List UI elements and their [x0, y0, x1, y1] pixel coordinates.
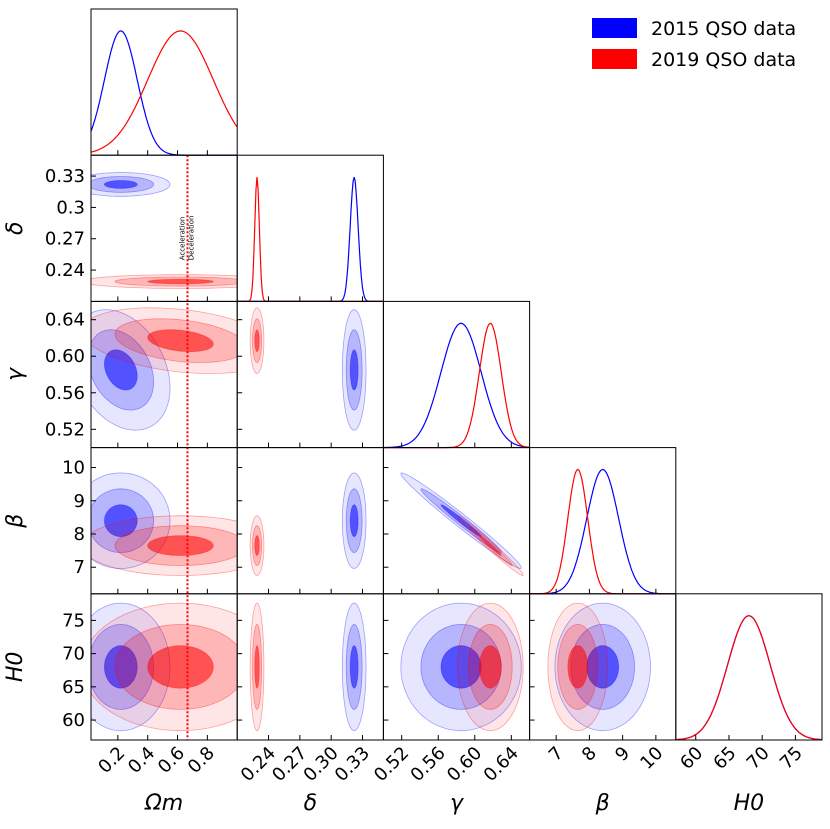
y-tick-label: 0.60 [45, 346, 85, 367]
panel-frame [90, 8, 238, 156]
y-tick-label: 10 [62, 458, 85, 479]
contour-2015 [103, 349, 138, 391]
x-axis-label-delta: δ [304, 791, 317, 816]
x-tick-label: 0.56 [407, 743, 450, 786]
panel-frame [675, 593, 823, 741]
y-tick-label: 0.52 [45, 419, 85, 440]
panel-gamma-beta [400, 472, 524, 576]
contour-2019 [567, 645, 589, 689]
contour-layer [91, 172, 651, 732]
panel-beta-h0 [547, 602, 651, 732]
reference-label-acceleration: Acceleration [179, 217, 187, 261]
x-tick-label: 7 [545, 743, 568, 766]
contour-2015 [103, 180, 138, 189]
contour-2019 [147, 329, 214, 353]
marginal-delta-2015 [237, 176, 384, 302]
label-layer: Acceleration Deceleration 0.20.40.60.8Ωm 0.… [3, 166, 807, 816]
y-tick-label: 70 [62, 644, 85, 665]
marginal-beta-2019 [529, 468, 676, 595]
x-tick-label: 0.8 [184, 743, 219, 778]
x-tick-label: 0.2 [94, 743, 129, 778]
contour-2015 [440, 645, 482, 689]
reference-label-deceleration: Deceleration [188, 216, 196, 261]
y-axis-label-beta: β [3, 514, 28, 529]
contour-2019 [254, 535, 260, 557]
marginal-gamma-2019 [383, 322, 530, 449]
panel-om-gamma [91, 307, 238, 431]
panel-om-delta [91, 172, 238, 289]
marginal-beta-2015 [529, 468, 676, 595]
x-tick-label: 9 [611, 743, 634, 766]
x-tick-label: 8 [578, 743, 601, 766]
x-axis-label-beta: β [595, 791, 610, 816]
x-tick-label: 0.64 [480, 743, 523, 786]
contour-2015 [440, 504, 482, 537]
contour-2015 [103, 504, 138, 537]
marginal-om-2019 [90, 30, 238, 153]
contour-2019 [478, 645, 502, 689]
legend-label-2019: 2019 QSO data [651, 49, 796, 71]
contour-2015 [349, 645, 359, 689]
x-axis-label-h0: H0 [734, 791, 765, 816]
y-tick-label: 60 [62, 710, 85, 731]
marginal-gamma-2015 [383, 322, 530, 449]
y-tick-label: 75 [62, 610, 85, 631]
y-tick-label: 0.33 [45, 166, 85, 187]
contour-2019 [254, 645, 260, 689]
y-tick-label: 8 [74, 524, 85, 545]
x-tick-label: 0.4 [124, 743, 159, 778]
y-tick-label: 0.3 [56, 197, 85, 218]
y-axis-label-delta: δ [3, 222, 28, 235]
x-tick-label: 0.6 [154, 743, 189, 778]
marginal-h0-2015 [675, 615, 823, 741]
panel-delta-gamma [249, 307, 367, 431]
y-tick-label: 9 [74, 491, 85, 512]
x-tick-label: 0.33 [331, 743, 374, 786]
legend-label-2015: 2015 QSO data [651, 18, 796, 40]
panel-delta-h0 [249, 602, 367, 732]
y-axis-label-gamma: γ [3, 367, 28, 381]
x-tick-label: 60 [676, 743, 707, 774]
x-tick-label: 10 [636, 743, 667, 774]
contour-2015 [349, 504, 359, 537]
contour-2019 [147, 278, 214, 285]
y-axis-label-h0: H0 [3, 652, 28, 683]
marginal-h0-2019 [675, 615, 823, 741]
y-tick-label: 0.24 [45, 260, 85, 281]
contour-2019 [147, 645, 214, 689]
contour-2019 [478, 535, 502, 556]
x-axis-label-gamma: γ [450, 791, 464, 816]
x-tick-label: 0.52 [370, 743, 413, 786]
panel-gamma-h0 [400, 602, 524, 732]
legend: 2015 QSO data 2019 QSO data [592, 18, 796, 71]
y-tick-label: 0.27 [45, 229, 85, 250]
panel-frame [382, 300, 531, 449]
marginal-om-2015 [90, 30, 238, 156]
x-tick-label: 75 [776, 743, 807, 774]
y-tick-label: 65 [62, 677, 85, 698]
contour-2015 [349, 349, 359, 391]
panel-om-h0 [91, 602, 238, 732]
x-axis-label-om: Ωm [144, 791, 183, 816]
y-tick-label: 7 [74, 557, 85, 578]
x-tick-label: 65 [709, 743, 740, 774]
contour-2019 [254, 329, 260, 353]
panel-delta-beta [249, 472, 367, 576]
panel-om-beta [91, 472, 238, 576]
x-tick-label: 70 [743, 743, 774, 774]
y-tick-label: 0.56 [45, 383, 85, 404]
x-tick-label: 0.60 [443, 743, 486, 786]
legend-swatch-2019 [592, 49, 637, 69]
panel-frames [90, 8, 823, 741]
contour-2015 [103, 645, 138, 689]
y-tick-label: 0.64 [45, 310, 85, 331]
legend-swatch-2015 [592, 18, 637, 38]
contour-2019 [147, 535, 214, 557]
